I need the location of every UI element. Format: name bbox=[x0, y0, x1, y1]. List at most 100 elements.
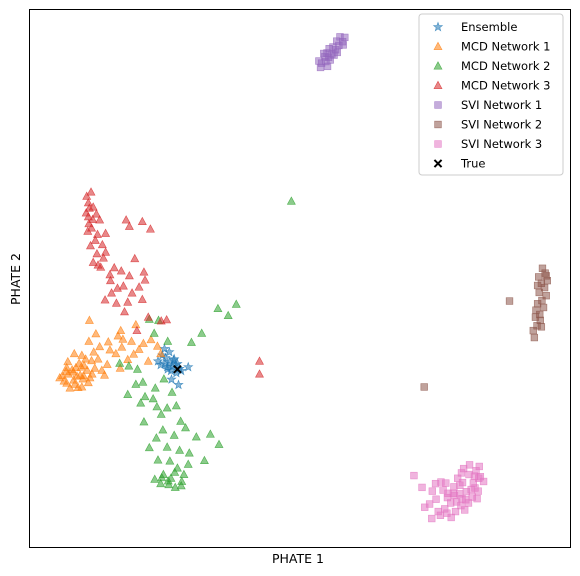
point-ensemble bbox=[173, 379, 184, 390]
point-mcd-network-2 bbox=[140, 391, 150, 401]
point-svi-network-3 bbox=[476, 472, 485, 481]
point-mcd-network-3 bbox=[109, 262, 119, 272]
point-mcd-network-1 bbox=[129, 349, 139, 358]
point-mcd-network-3 bbox=[127, 288, 137, 297]
point-mcd-network-3 bbox=[101, 247, 111, 256]
point-mcd-network-3 bbox=[124, 270, 134, 280]
point-mcd-network-3 bbox=[84, 203, 94, 212]
point-svi-network-3 bbox=[456, 481, 464, 489]
point-mcd-network-2 bbox=[231, 299, 241, 308]
point-mcd-network-1 bbox=[84, 336, 94, 345]
point-mcd-network-3 bbox=[120, 306, 129, 316]
point-mcd-network-3 bbox=[118, 281, 128, 290]
point-mcd-network-1 bbox=[57, 370, 67, 380]
point-svi-network-3 bbox=[425, 500, 434, 508]
point-svi-network-3 bbox=[461, 506, 469, 514]
point-svi-network-2 bbox=[531, 313, 540, 321]
legend-frame bbox=[418, 13, 564, 176]
point-mcd-network-2 bbox=[150, 474, 160, 483]
point-mcd-network-3 bbox=[90, 235, 100, 244]
point-svi-network-1 bbox=[339, 41, 347, 49]
point-mcd-network-2 bbox=[199, 455, 209, 464]
point-mcd-network-2 bbox=[167, 387, 177, 396]
point-mcd-network-1 bbox=[90, 363, 100, 372]
point-mcd-network-1 bbox=[93, 354, 103, 363]
point-mcd-network-3 bbox=[139, 267, 149, 276]
point-mcd-network-1 bbox=[146, 334, 156, 344]
point-svi-network-1 bbox=[323, 62, 332, 71]
point-mcd-network-2 bbox=[152, 402, 162, 411]
point-mcd-network-3 bbox=[87, 223, 97, 232]
point-mcd-network-3 bbox=[101, 228, 111, 237]
point-mcd-network-3 bbox=[134, 282, 144, 291]
point-ensemble bbox=[166, 373, 177, 384]
point-svi-network-2 bbox=[420, 383, 428, 391]
point-ensemble bbox=[159, 343, 170, 354]
point-mcd-network-1 bbox=[89, 347, 99, 356]
point-svi-network-3 bbox=[418, 483, 426, 492]
point-mcd-network-1 bbox=[117, 342, 127, 351]
point-mcd-network-3 bbox=[98, 253, 108, 262]
point-mcd-network-3 bbox=[105, 269, 115, 279]
point-mcd-network-3 bbox=[100, 295, 110, 304]
point-svi-network-1 bbox=[325, 45, 333, 53]
legend-marker-mcd-network-1 bbox=[433, 41, 443, 50]
point-mcd-network-2 bbox=[163, 336, 173, 345]
legend: Ensemble MCD Network 1 MCD Network 2 MCD Ne… bbox=[418, 13, 564, 176]
point-mcd-network-3 bbox=[143, 312, 153, 321]
point-mcd-network-1 bbox=[91, 328, 101, 338]
point-mcd-network-2 bbox=[171, 400, 181, 410]
point-mcd-network-3 bbox=[121, 215, 131, 224]
point-mcd-network-3 bbox=[132, 325, 142, 335]
point-svi-network-3 bbox=[428, 514, 436, 523]
point-mcd-network-1 bbox=[123, 354, 133, 364]
point-mcd-network-1 bbox=[138, 338, 148, 347]
point-mcd-network-1 bbox=[134, 344, 144, 353]
point-mcd-network-1 bbox=[72, 371, 82, 380]
series-svi-network-2 bbox=[420, 264, 551, 391]
point-svi-network-3 bbox=[467, 485, 475, 494]
point-mcd-network-3 bbox=[137, 294, 147, 303]
point-mcd-network-2 bbox=[158, 425, 168, 434]
series-mcd-network-1 bbox=[55, 315, 166, 392]
marks-layer bbox=[55, 33, 551, 523]
point-mcd-network-2 bbox=[186, 337, 196, 346]
point-mcd-network-1 bbox=[69, 348, 79, 358]
point-mcd-network-2 bbox=[169, 430, 179, 439]
point-svi-network-2 bbox=[535, 273, 543, 281]
point-mcd-network-2 bbox=[131, 379, 141, 388]
point-mcd-network-1 bbox=[81, 354, 91, 363]
point-svi-network-2 bbox=[542, 272, 550, 280]
point-mcd-network-1 bbox=[87, 369, 97, 378]
point-ensemble bbox=[172, 358, 183, 369]
point-mcd-network-2 bbox=[115, 358, 125, 367]
point-mcd-network-2 bbox=[176, 416, 186, 425]
point-svi-network-2 bbox=[533, 281, 542, 290]
point-svi-network-3 bbox=[454, 474, 462, 482]
legend-label-mcd-network-1: MCD Network 1 bbox=[461, 40, 550, 54]
point-mcd-network-2 bbox=[159, 374, 169, 383]
point-svi-network-3 bbox=[464, 499, 473, 507]
point-mcd-network-1 bbox=[102, 359, 112, 368]
point-mcd-network-3 bbox=[91, 209, 101, 218]
point-mcd-network-2 bbox=[156, 409, 166, 418]
legend-label-mcd-network-3: MCD Network 3 bbox=[461, 79, 550, 93]
point-mcd-network-2 bbox=[213, 303, 223, 313]
point-mcd-network-3 bbox=[86, 187, 96, 196]
legend-marker-mcd-network-3 bbox=[433, 80, 443, 89]
point-mcd-network-3 bbox=[107, 288, 117, 297]
point-mcd-network-1 bbox=[113, 331, 123, 340]
point-mcd-network-1 bbox=[156, 348, 166, 358]
point-mcd-network-2 bbox=[139, 417, 149, 426]
point-mcd-network-2 bbox=[179, 469, 189, 478]
point-svi-network-3 bbox=[442, 479, 450, 487]
point-mcd-network-2 bbox=[153, 455, 163, 464]
point-mcd-network-2 bbox=[123, 389, 133, 398]
y-axis-label: PHATE 2 bbox=[8, 253, 23, 305]
point-mcd-network-3 bbox=[255, 356, 264, 365]
point-mcd-network-2 bbox=[286, 196, 296, 205]
point-mcd-network-3 bbox=[93, 260, 103, 269]
point-mcd-network-3 bbox=[145, 224, 155, 233]
point-mcd-network-1 bbox=[68, 367, 78, 376]
point-mcd-network-1 bbox=[77, 350, 87, 359]
